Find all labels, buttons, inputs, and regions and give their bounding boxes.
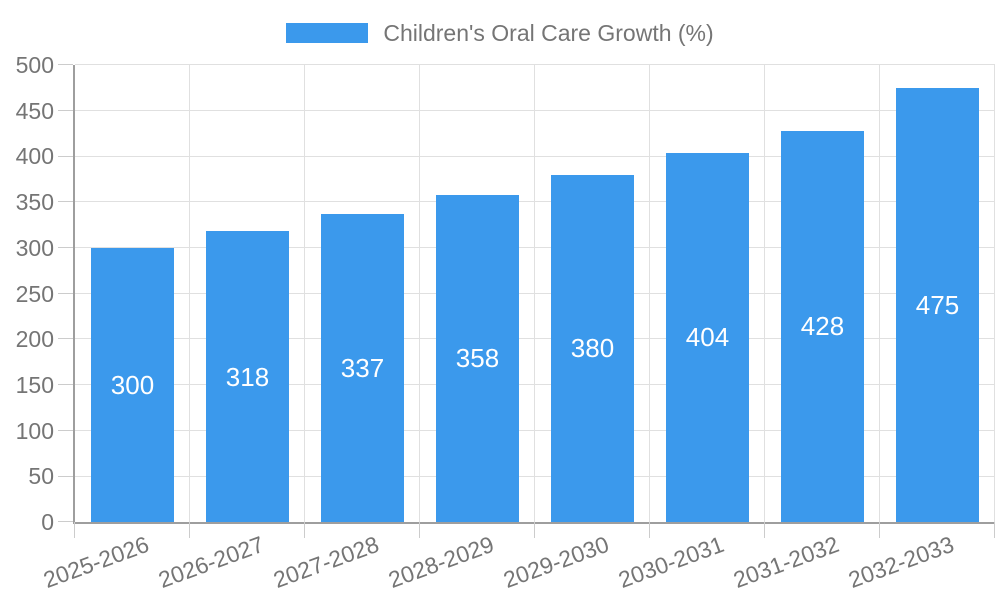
x-axis-tick xyxy=(764,522,766,538)
v-gridline xyxy=(764,65,766,522)
y-axis-label: 0 xyxy=(41,509,54,535)
y-axis-label: 50 xyxy=(28,463,54,490)
y-axis-tick xyxy=(58,247,73,249)
x-axis-tick xyxy=(649,522,651,538)
bar-value-label: 318 xyxy=(225,361,270,392)
bar: 358 xyxy=(436,194,519,522)
v-gridline xyxy=(534,65,536,522)
y-axis-label: 250 xyxy=(15,280,54,307)
legend-swatch xyxy=(286,23,369,43)
y-axis-tick xyxy=(58,64,73,66)
bar-value-label: 428 xyxy=(800,311,845,342)
y-axis-tick xyxy=(58,475,73,477)
v-gridline xyxy=(304,65,306,522)
legend-label: Children's Oral Care Growth (%) xyxy=(383,20,714,46)
y-axis-tick xyxy=(58,384,73,386)
bar: 318 xyxy=(206,231,289,522)
y-axis-tick xyxy=(58,201,73,203)
chart-legend: Children's Oral Care Growth (%) xyxy=(0,18,1000,48)
y-axis-tick xyxy=(58,109,73,111)
y-axis-tick xyxy=(58,429,73,431)
x-axis-tick xyxy=(304,522,306,538)
plot-area: 0 50 100 150 200 250 300 350 400 450 500 300 2025-20… xyxy=(16,52,996,593)
bar-value-label: 475 xyxy=(915,289,960,320)
y-axis-label: 200 xyxy=(15,326,54,353)
x-axis-tick xyxy=(879,522,881,538)
bar: 428 xyxy=(781,130,864,522)
bar: 475 xyxy=(896,87,979,522)
bar: 337 xyxy=(321,213,404,522)
bar-value-label: 337 xyxy=(340,352,385,383)
bar-value-label: 300 xyxy=(110,369,155,400)
v-gridline xyxy=(994,65,996,522)
y-axis-label: 150 xyxy=(15,371,54,398)
v-gridline xyxy=(649,65,651,522)
y-axis-label: 500 xyxy=(15,52,54,78)
y-axis-label: 300 xyxy=(15,234,54,261)
y-axis-label: 350 xyxy=(15,189,54,216)
y-axis-tick xyxy=(58,292,73,294)
v-gridline xyxy=(189,65,191,522)
y-axis-label: 400 xyxy=(15,143,54,170)
y-axis-label: 100 xyxy=(15,417,54,444)
y-axis-tick xyxy=(58,155,73,157)
bar: 300 xyxy=(91,247,174,522)
x-axis-tick xyxy=(994,522,996,538)
y-axis-tick xyxy=(58,338,73,340)
bar-value-label: 380 xyxy=(570,333,615,364)
bar-value-label: 358 xyxy=(455,343,500,374)
x-axis-tick xyxy=(189,522,191,538)
h-gridline xyxy=(75,64,995,66)
y-axis-tick xyxy=(58,521,73,523)
x-axis-tick xyxy=(419,522,421,538)
y-axis-label: 450 xyxy=(15,97,54,124)
bar: 404 xyxy=(666,152,749,522)
bar: 380 xyxy=(551,174,634,522)
v-gridline xyxy=(419,65,421,522)
bar-value-label: 404 xyxy=(685,322,730,353)
x-axis-tick xyxy=(74,522,76,538)
v-gridline xyxy=(879,65,881,522)
x-axis-tick xyxy=(534,522,536,538)
